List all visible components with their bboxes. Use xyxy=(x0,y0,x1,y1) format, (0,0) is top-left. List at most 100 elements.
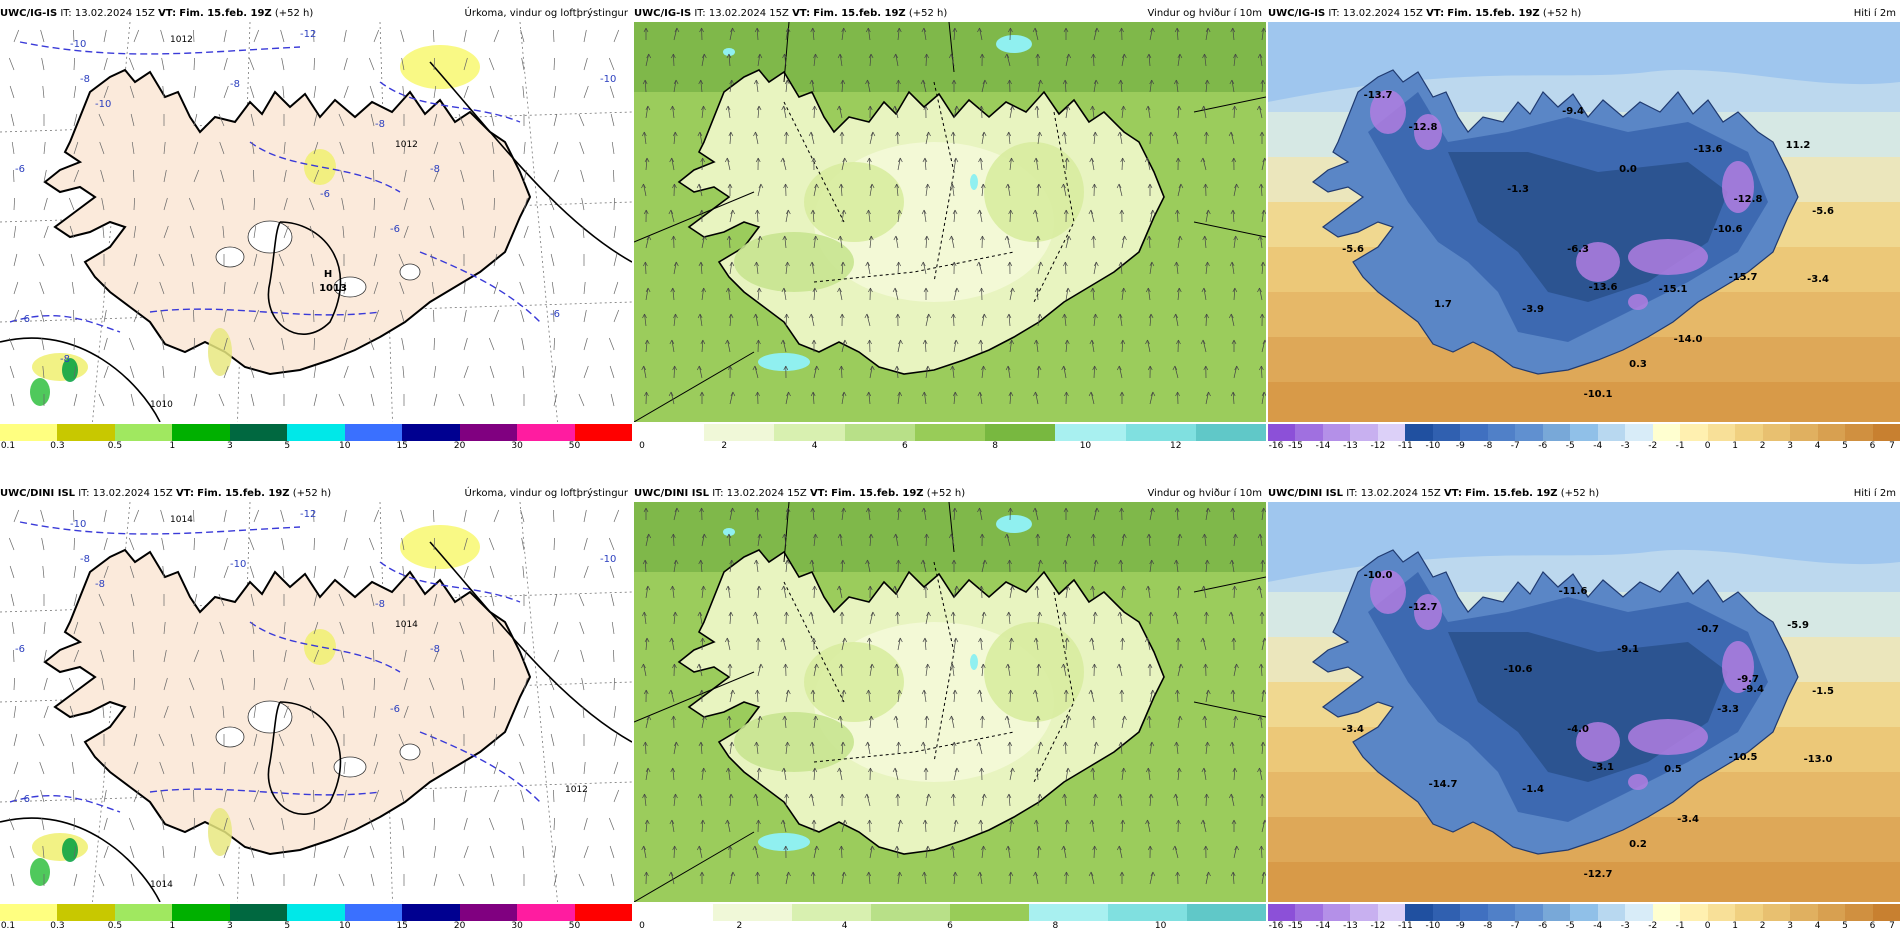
panel-title: Hiti í 2m xyxy=(1853,8,1896,19)
colorbar-tick-label: 2 xyxy=(721,441,728,451)
colorbar-swatch xyxy=(985,424,1056,441)
isotherm-label: -10 xyxy=(600,74,616,85)
colorbar-swatch xyxy=(1872,904,1900,921)
panel-header: UWC/DINI ISL IT: 13.02.2024 15Z VT: Fim.… xyxy=(634,486,1266,502)
isotherm-label: -10 xyxy=(70,39,86,50)
temperature-label: 0.0 xyxy=(1619,164,1637,175)
colorbar-tick-label: -2 xyxy=(1648,441,1658,451)
colorbar-swatch xyxy=(844,424,916,441)
colorbar-tick-label: 2 xyxy=(1759,921,1766,931)
colorbar-tick-label: -5 xyxy=(1565,441,1575,451)
map-image xyxy=(634,502,1266,902)
map-image xyxy=(634,22,1266,422)
colorbar-swatch xyxy=(1405,424,1434,441)
colorbar-tick-label: 5 xyxy=(284,921,291,931)
isotherm-label: -8 xyxy=(230,79,240,90)
colorbar-swatch xyxy=(229,904,288,921)
colorbar-swatch xyxy=(57,424,116,441)
colorbar-tick-label: 0 xyxy=(1704,441,1711,451)
colorbar-swatch xyxy=(1405,904,1434,921)
colorbar-tick-label: 30 xyxy=(511,441,523,451)
temperature-label: -6.3 xyxy=(1567,244,1589,255)
colorbar-tick-label: -1 xyxy=(1675,441,1685,451)
colorbar-swatch xyxy=(1570,424,1599,441)
colorbar-swatch xyxy=(1268,904,1296,921)
temperature-label: -9.4 xyxy=(1742,684,1764,695)
colorbar-tick-label: -2 xyxy=(1648,921,1658,931)
colorbar-swatch xyxy=(1377,424,1406,441)
lead-time: (+52 h) xyxy=(908,8,948,19)
temperature-label: -9.1 xyxy=(1617,644,1639,655)
colorbar-tick-label: 1 xyxy=(169,921,176,931)
temperature-label: -14.7 xyxy=(1429,779,1458,790)
map-graphic: -13.7 -12.8 -9.4 0.0 -1.3 -13.6 11.2 -12.8 -5.6 -… xyxy=(1268,22,1900,422)
colorbar-tick-label: 10 xyxy=(338,921,351,931)
init-time: IT: 13.02.2024 15Z xyxy=(78,488,173,499)
colorbar-tick-label: 15 xyxy=(396,441,408,451)
isotherm-label: -8 xyxy=(80,74,90,85)
colorbar-swatch xyxy=(1707,904,1736,921)
panel-title: Úrkoma, vindur og loftþrýstingur xyxy=(464,488,628,499)
colorbar-tick-label: -14 xyxy=(1315,441,1331,451)
panel-title: Hiti í 2m xyxy=(1853,488,1896,499)
temperature-label: -13.6 xyxy=(1589,282,1618,293)
model-name: UWC/IG-IS xyxy=(0,8,58,19)
colorbar-tick-label: -14 xyxy=(1315,921,1331,931)
temperature-label: -1.4 xyxy=(1522,784,1544,795)
map-graphic: H 1013 -10 -12 -10 -8 -8 -10 -8 -8 -6 -6 -6 -6 -6 -8 101… xyxy=(0,22,632,422)
colorbar-swatch xyxy=(1817,424,1846,441)
valid-time: Fim. 15.feb. 19Z xyxy=(1447,8,1540,19)
temperature-label: -3.4 xyxy=(1677,814,1699,825)
panel-header: UWC/IG-IS IT: 13.02.2024 15Z VT: Fim. 15… xyxy=(1268,6,1900,22)
isotherm-label: -10 xyxy=(95,99,111,110)
colorbar-swatch xyxy=(172,424,231,441)
map-graphic: -10 -12 -10 -8 -10 -8 -8 -8 -6 -6 -6 1014 1014 1014 10… xyxy=(0,502,632,902)
colorbar-swatch xyxy=(914,424,986,441)
colorbar-tick-label: 5 xyxy=(284,441,291,451)
temperature-label: -12.7 xyxy=(1584,869,1613,880)
pressure-center-value: 1013 xyxy=(319,283,347,294)
colorbar-swatch xyxy=(344,904,403,921)
colorbar-swatch xyxy=(1432,424,1461,441)
temperature-label: 0.2 xyxy=(1629,839,1647,850)
temperature-label: -4.0 xyxy=(1567,724,1589,735)
colorbar-tick-label: 4 xyxy=(811,441,818,451)
colorbar-swatch xyxy=(1597,424,1626,441)
temperature-label: -10.0 xyxy=(1364,570,1393,581)
init-time: IT: 13.02.2024 15Z xyxy=(694,8,789,19)
colorbar-tick-label: 6 xyxy=(901,441,908,451)
colorbar-swatch xyxy=(517,904,576,921)
colorbar-swatch xyxy=(1652,904,1681,921)
colorbar-swatch xyxy=(574,904,632,921)
panel-header: UWC/DINI ISL IT: 13.02.2024 15Z VT: Fim.… xyxy=(1268,486,1900,502)
isotherm-label: -6 xyxy=(390,704,400,715)
colorbar-swatch xyxy=(1055,424,1127,441)
colorbar-swatch xyxy=(1350,904,1379,921)
isotherm-label: -8 xyxy=(95,579,105,590)
colorbar-tick-label: -13 xyxy=(1343,441,1358,451)
colorbar-tick-label: -12 xyxy=(1370,921,1386,931)
colorbar: -16 -15 -14 -13 -12 -11 -10 -9 -8 -7 -6 -5 -4 -3 -2 -1 0… xyxy=(1268,424,1900,452)
init-time: IT: 13.02.2024 15Z xyxy=(1346,488,1441,499)
init-time: IT: 13.02.2024 15Z xyxy=(712,488,807,499)
colorbar-swatch xyxy=(1542,424,1571,441)
map-graphic xyxy=(634,502,1266,902)
colorbar-swatch xyxy=(57,904,116,921)
colorbar-swatch xyxy=(871,904,951,921)
colorbar-tick-label: 20 xyxy=(453,441,466,451)
temperature-label: -5.6 xyxy=(1812,206,1834,217)
colorbar-tick-label: 20 xyxy=(453,921,466,931)
colorbar-swatch xyxy=(1735,424,1764,441)
colorbar: 0 2 4 6 8 10 12 xyxy=(634,424,1266,452)
temperature-label: -14.0 xyxy=(1674,334,1703,345)
isobar-label: 1012 xyxy=(565,785,588,795)
model-name: UWC/IG-IS xyxy=(1268,8,1326,19)
colorbar-tick-label: 0.3 xyxy=(50,441,65,451)
colorbar-tick-label: -10 xyxy=(1425,441,1441,451)
colorbar-tick-label: 4 xyxy=(841,921,848,931)
colorbar-tick-label: -9 xyxy=(1455,921,1465,931)
isobar-label: 1010 xyxy=(150,400,173,410)
colorbar-tick-label: 0.5 xyxy=(107,921,123,931)
colorbar-swatch xyxy=(0,904,58,921)
colorbar-tick-label: 10 xyxy=(1079,441,1092,451)
